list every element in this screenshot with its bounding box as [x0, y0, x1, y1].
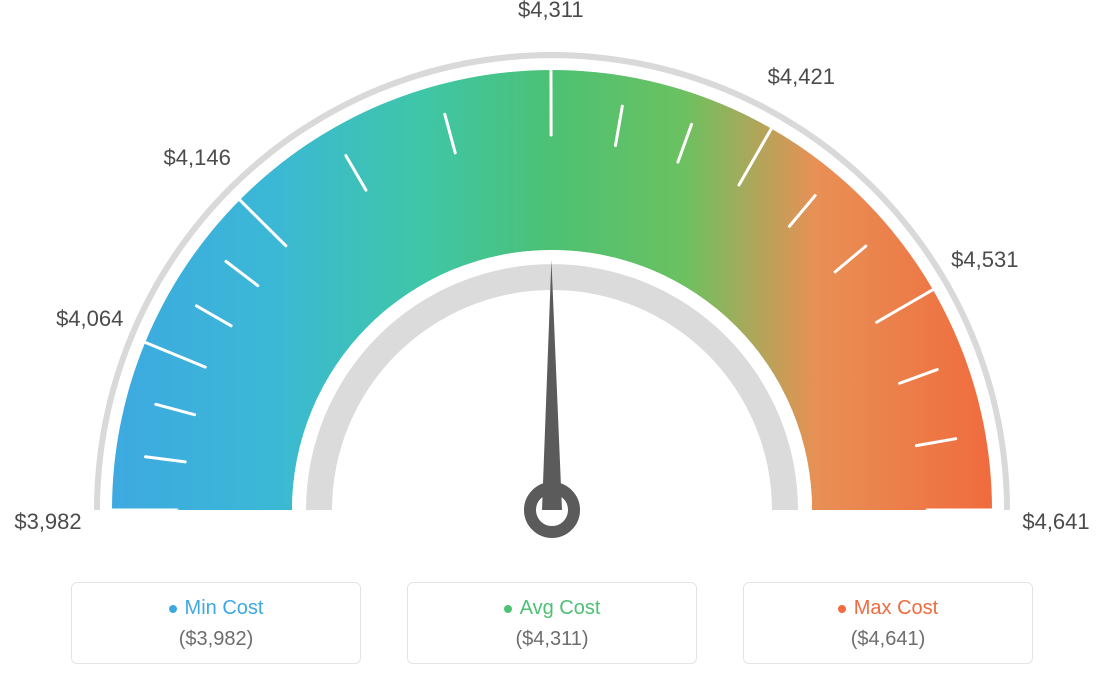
legend-row: Min Cost ($3,982) Avg Cost ($4,311) Max Cost…: [0, 582, 1104, 664]
tick-label: $3,982: [14, 509, 81, 535]
tick-label: $4,311: [518, 0, 584, 23]
gauge-chart-container: $3,982 $4,064 $4,146 $4,311 $4,421 $4,531 $4,6…: [0, 0, 1104, 690]
legend-title-text: Avg Cost: [520, 597, 601, 620]
tick-label: $4,531: [951, 247, 1018, 273]
legend-card-avg: Avg Cost ($4,311): [407, 582, 697, 664]
legend-dot-icon: [838, 605, 846, 613]
legend-title: Min Cost: [169, 597, 264, 620]
legend-value: ($4,311): [426, 628, 678, 651]
legend-dot-icon: [169, 605, 177, 613]
legend-dot-icon: [504, 605, 512, 613]
gauge-svg: [0, 0, 1104, 560]
legend-card-min: Min Cost ($3,982): [71, 582, 361, 664]
legend-title: Max Cost: [838, 597, 938, 620]
tick-label: $4,421: [768, 64, 835, 90]
legend-value: ($4,641): [762, 628, 1014, 651]
tick-label: $4,146: [164, 145, 231, 171]
legend-title: Avg Cost: [504, 597, 601, 620]
legend-value: ($3,982): [90, 628, 342, 651]
legend-title-text: Min Cost: [185, 597, 264, 620]
legend-title-text: Max Cost: [854, 597, 938, 620]
gauge-area: $3,982 $4,064 $4,146 $4,311 $4,421 $4,531 $4,6…: [0, 0, 1104, 560]
tick-label: $4,641: [1022, 509, 1089, 535]
tick-label: $4,064: [56, 306, 123, 332]
legend-card-max: Max Cost ($4,641): [743, 582, 1033, 664]
